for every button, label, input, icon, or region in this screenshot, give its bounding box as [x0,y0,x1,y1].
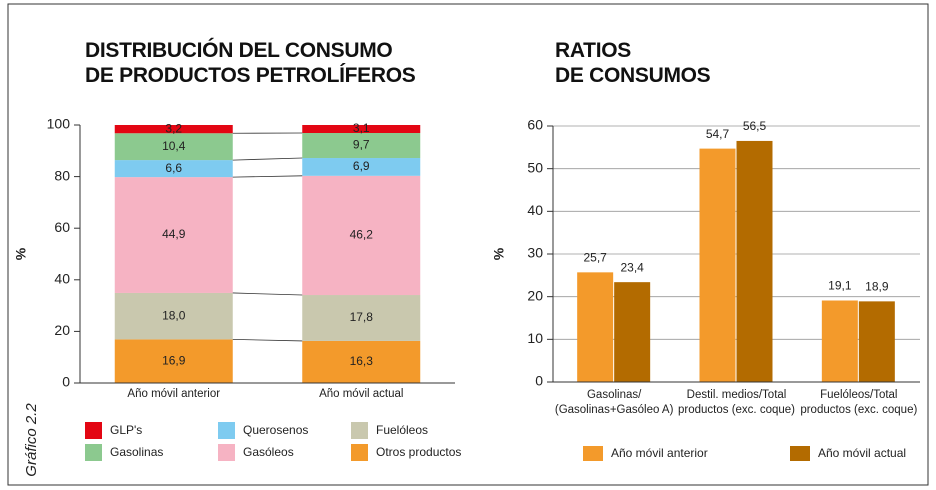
data-label: 3,1 [353,121,370,135]
data-label: 54,7 [706,127,730,141]
bar-segment [114,133,233,161]
x-tick-label: Año móvil anterior [127,388,221,400]
data-label: 23,4 [620,260,644,274]
y-tick-label: 20 [54,322,70,338]
legend-swatch [218,422,235,439]
legend-swatch [790,446,810,461]
data-label: 17,8 [350,310,374,324]
bar-segment [114,339,233,383]
y-tick-label: 0 [535,373,543,389]
bar [577,272,614,382]
frame [7,3,929,486]
y-tick-label: 50 [527,159,543,175]
legend-swatch [218,444,235,461]
chart-title: DISTRIBUCIÓN DEL CONSUMO DE PRODUCTOS PE… [85,39,416,87]
bar-segment [302,175,421,296]
legend-swatch [583,446,603,461]
legend-swatch [351,444,368,461]
connector [232,292,303,296]
legend-label: Otros productos [376,445,461,459]
data-label: 6,9 [353,159,370,173]
y-tick-label: 40 [527,202,543,218]
connector [232,157,303,161]
bar [699,148,736,382]
data-label: 16,9 [162,353,186,367]
legend-label: GLP's [110,423,142,437]
x-tick-label: Destil. medios/Total productos (exc. coq… [678,389,795,416]
data-label: 18,9 [865,280,889,294]
bar-segment [302,340,421,383]
chart-title: RATIOS DE CONSUMOS [555,39,711,87]
bar-segment [114,177,233,293]
legend-swatch [85,444,102,461]
data-label: 10,4 [162,139,186,153]
legend-swatch [85,422,102,439]
data-label: 25,7 [583,251,607,265]
legend-label: Querosenos [243,423,308,437]
data-label: 56,5 [743,119,767,133]
x-tick-label: Gasolinas/ (Gasolinas+Gasóleo A) [554,389,674,416]
legend-label: Año móvil anterior [611,446,708,460]
y-tick-label: 60 [527,117,543,133]
caption: Gráfico 2.2 [23,403,40,477]
bar [858,301,895,382]
data-label: 3,2 [165,121,182,135]
y-tick-label: 20 [527,287,543,303]
legend-label: Gasolinas [110,445,163,459]
legend-label: Año móvil actual [818,446,906,460]
y-axis-label: % [13,247,29,260]
connector [232,175,303,178]
data-label: 16,3 [350,354,374,368]
legend-label: Fuelóleos [376,423,428,437]
y-tick-label: 0 [62,374,70,390]
bar [736,140,773,382]
bar-segment [302,158,421,176]
y-tick-label: 80 [54,167,70,183]
x-tick-label: Fuelóleos/Total productos (exc. coque) [800,389,918,416]
data-label: 44,9 [162,227,186,241]
data-label: 18,0 [162,308,186,322]
bar-segment [302,125,421,133]
bar-segment [302,132,421,159]
data-label: 9,7 [353,138,370,152]
y-tick-label: 40 [54,271,70,287]
y-tick-label: 30 [527,245,543,261]
x-tick-label: Año móvil actual [319,388,404,400]
data-label: 6,6 [165,161,182,175]
data-label: 46,2 [350,228,374,242]
legend-label: Gasóleos [243,445,294,459]
bar [614,282,651,382]
y-tick-label: 10 [527,330,543,346]
bar-segment [114,125,233,134]
bar-segment [114,292,233,340]
legend-swatch [351,422,368,439]
connector [232,338,303,342]
bar-segment [114,160,233,178]
y-tick-label: 60 [54,219,70,235]
y-tick-label: 100 [47,116,71,132]
data-label: 19,1 [828,279,852,293]
bar-segment [302,295,421,341]
bar [821,300,858,382]
y-axis-label: % [491,247,507,260]
